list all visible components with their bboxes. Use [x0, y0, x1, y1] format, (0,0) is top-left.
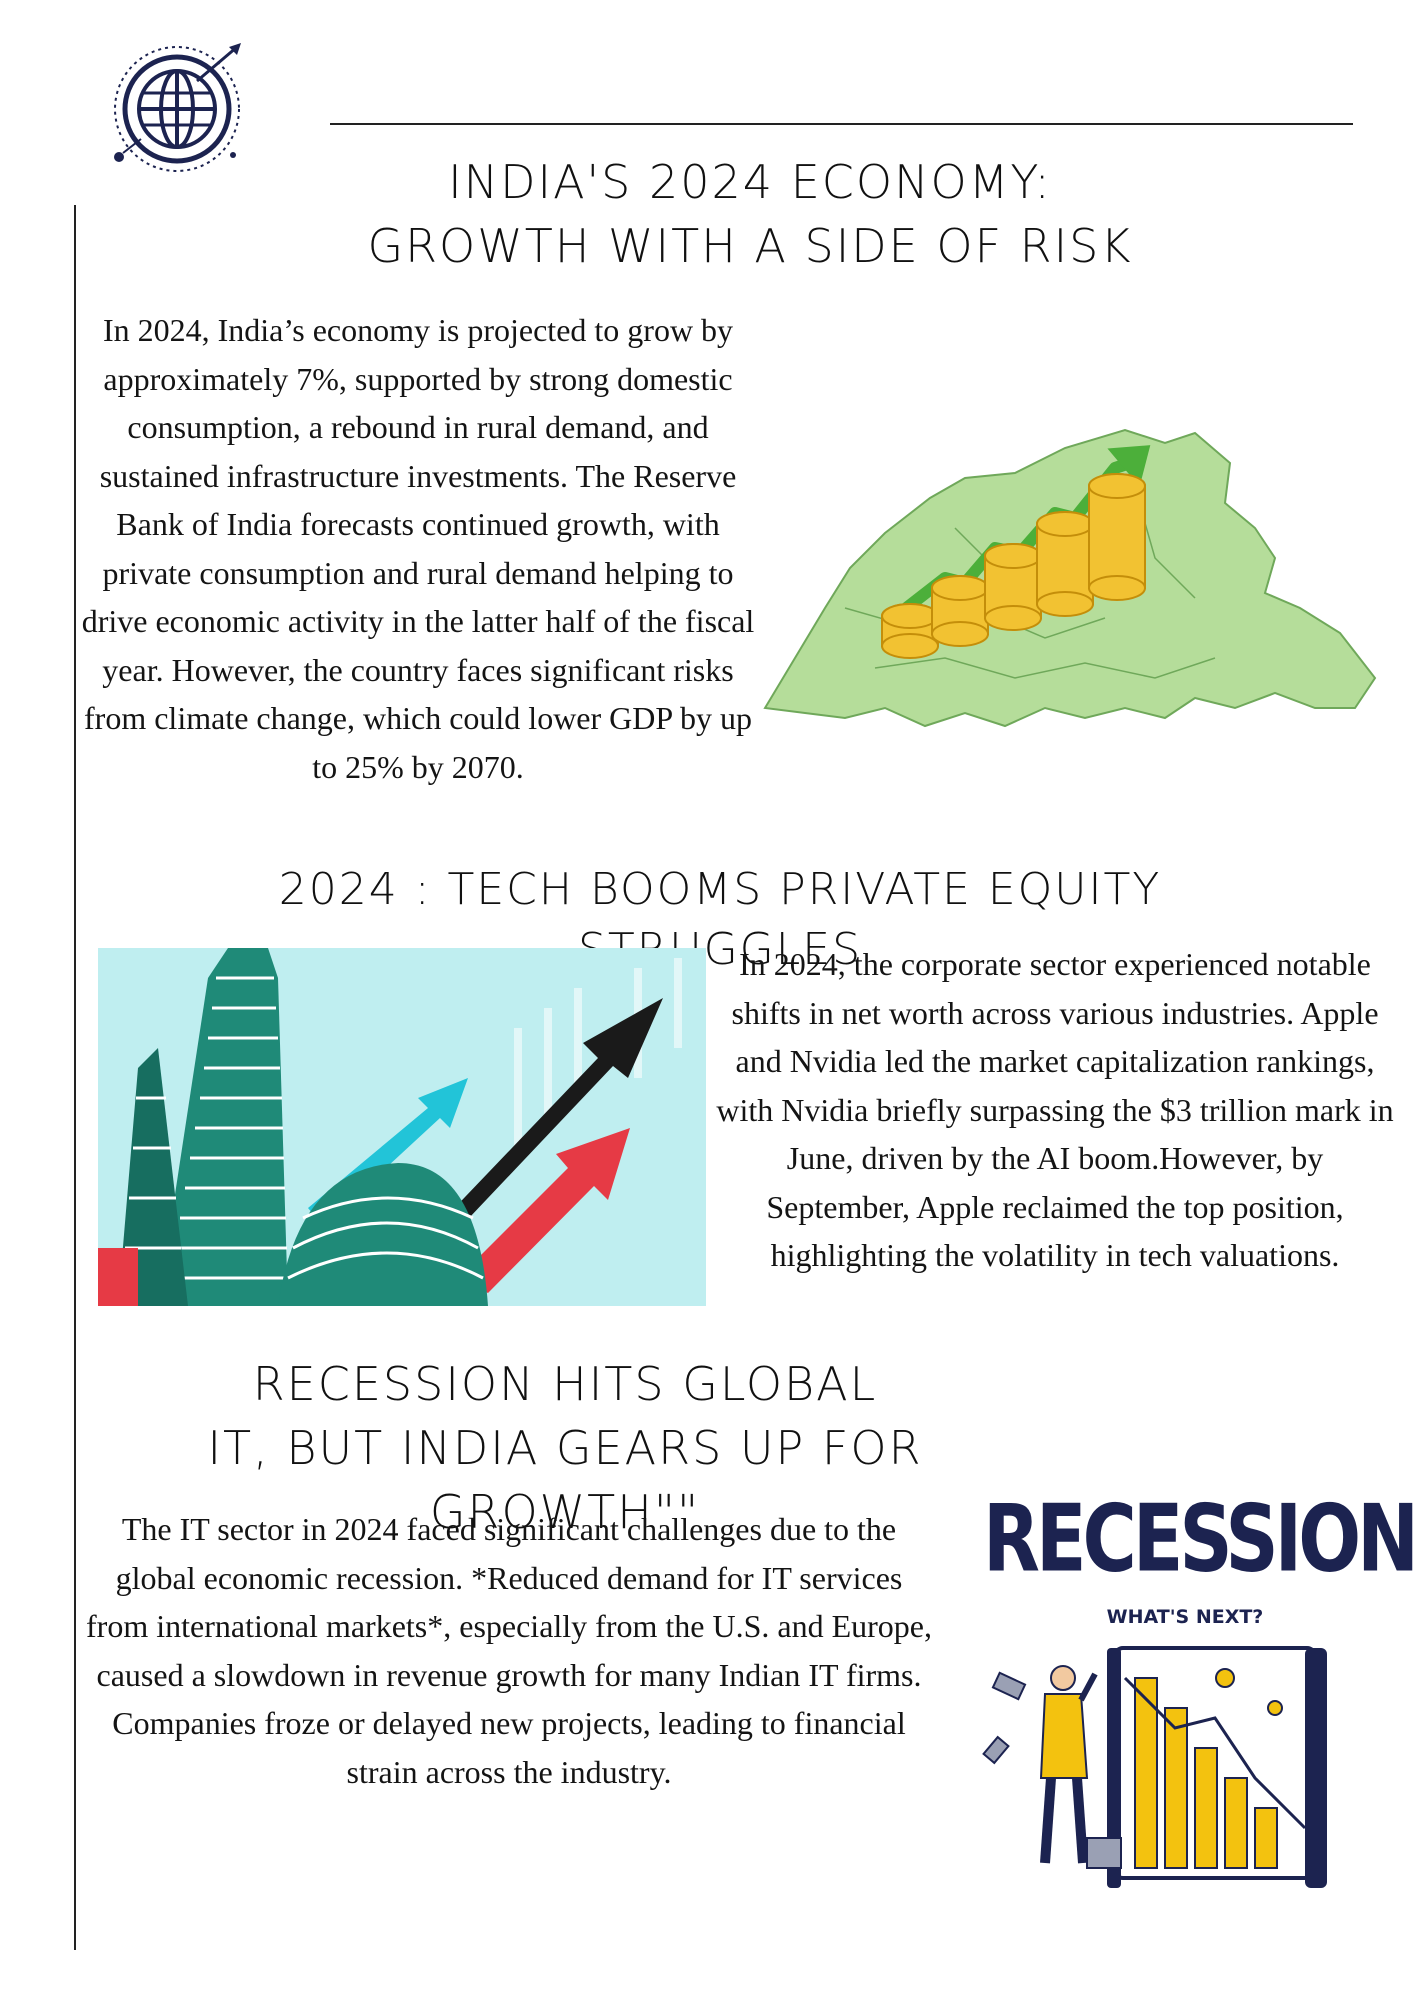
red-arrow	[458, 1128, 630, 1293]
recession-illustration: RECESSION WHAT'S NEXT?	[975, 1478, 1414, 1898]
top-divider-line	[330, 123, 1353, 125]
section3-title-line2: IT, BUT INDIA GEARS UP FOR GROWTH""	[207, 1421, 923, 1539]
tower-building	[118, 948, 288, 1306]
coin-stacks	[881, 473, 1146, 659]
section2-title: 2024 : TECH BOOMS PRIVATE EQUITY STRUGGL…	[278, 864, 1162, 975]
globe-logo	[105, 35, 250, 180]
section2-body: In 2024, the corporate sector experience…	[716, 946, 1394, 1273]
section3-body: The IT sector in 2024 faced significant …	[86, 1511, 932, 1790]
section3-title: RECESSION HITS GLOBAL IT, BUT INDIA GEAR…	[115, 1352, 1015, 1544]
dome-building	[278, 1163, 488, 1306]
worried-person-figure	[1039, 1665, 1122, 1869]
section1-title: INDIA'S 2024 ECONOMY: GROWTH WITH A SIDE…	[320, 150, 1180, 278]
stock-exchange-illustration	[98, 948, 706, 1306]
left-margin-line	[74, 205, 76, 1950]
section1-body: In 2024, India’s economy is projected to…	[81, 312, 755, 785]
section3-title-line1: RECESSION HITS GLOBAL	[252, 1357, 878, 1411]
recession-word: RECESSION	[983, 1485, 1414, 1594]
section1-title-line2: GROWTH WITH A SIDE OF RISK	[367, 219, 1133, 273]
whats-next-caption: WHAT'S NEXT?	[1106, 1606, 1264, 1628]
section1-title-line1: INDIA'S 2024 ECONOMY:	[448, 155, 1052, 209]
india-map-growth-illustration	[755, 408, 1380, 738]
